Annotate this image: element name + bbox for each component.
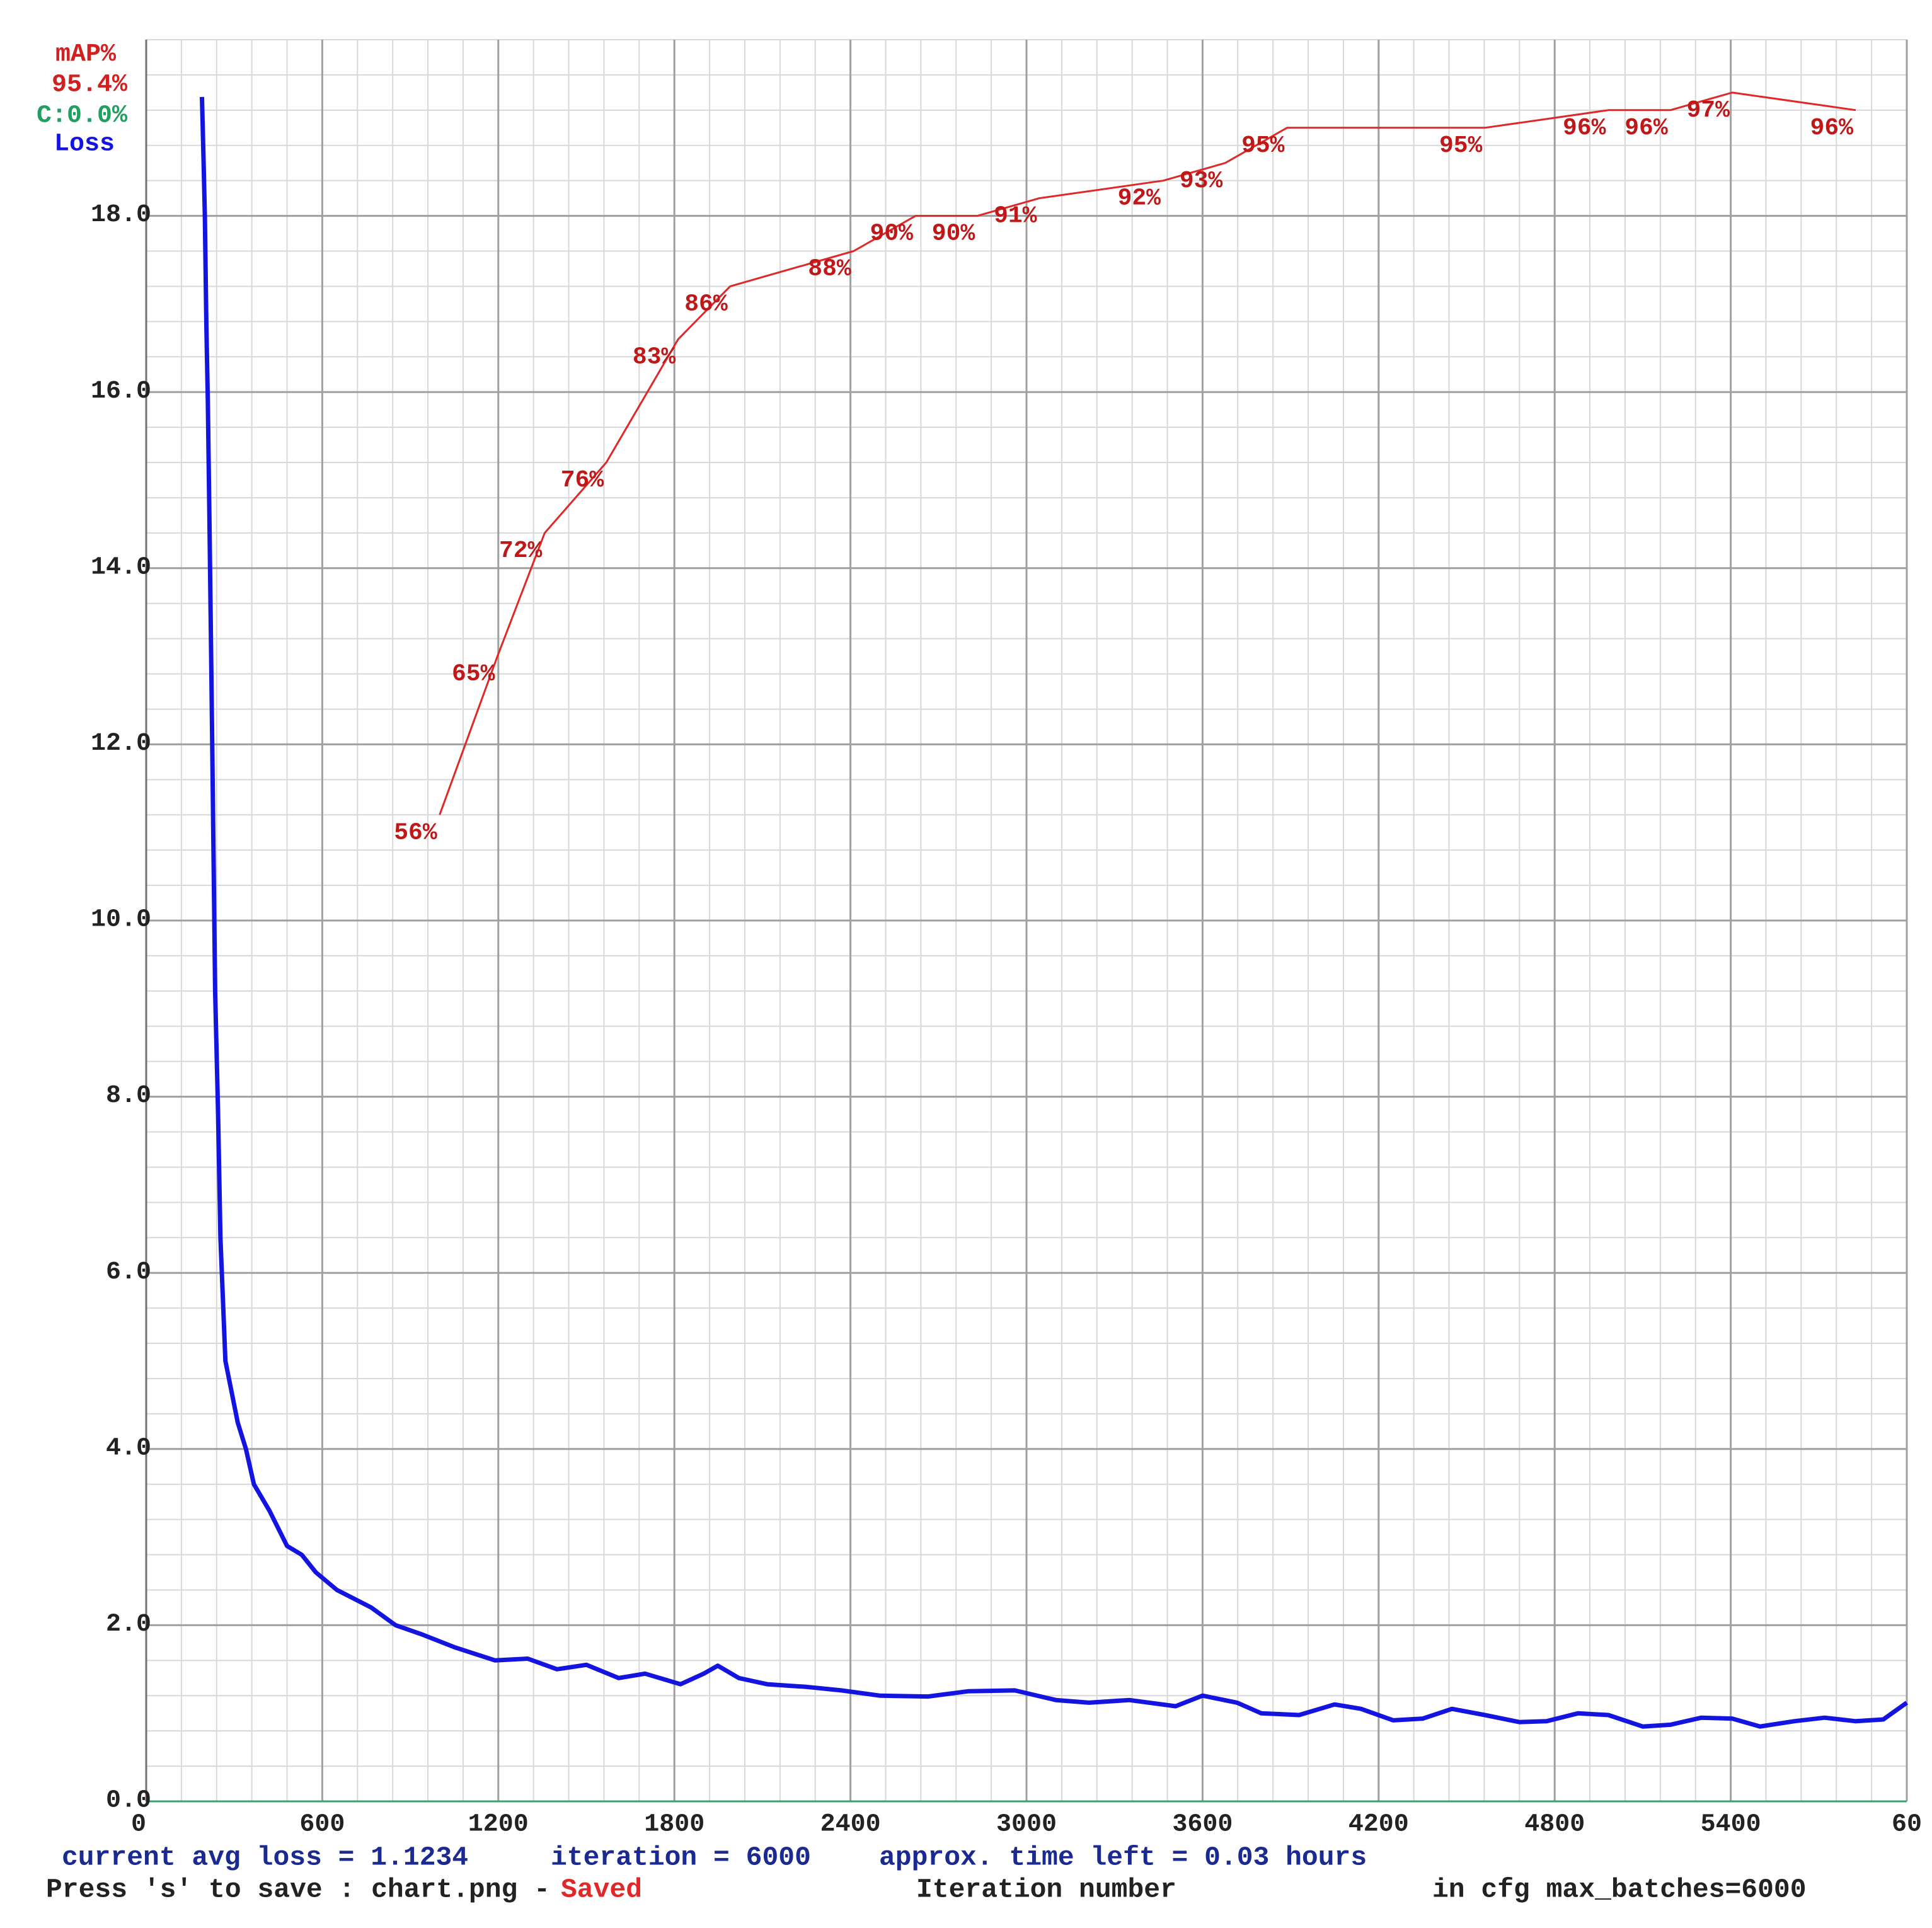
data-label: 96%	[1563, 115, 1606, 142]
status-max-batches: in cfg max_batches=6000	[1432, 1874, 1807, 1905]
data-label: 86%	[684, 290, 728, 318]
map-line	[439, 91, 1856, 815]
y-tick-label: 12.0	[91, 730, 151, 758]
legend-loss: Loss	[54, 130, 115, 159]
data-label: 72%	[499, 537, 543, 565]
x-tick-label: 60	[1892, 1811, 1922, 1839]
x-tick-label: 3000	[996, 1811, 1057, 1839]
y-tick-label: 4.0	[106, 1434, 151, 1462]
legend-map: mAP%	[55, 41, 117, 69]
status-iteration: iteration = 6000	[551, 1842, 811, 1873]
current-map: 95.4%	[52, 71, 128, 100]
major-grid	[145, 40, 1908, 1803]
x-axis-label: Iteration number	[916, 1874, 1176, 1905]
data-label: 95%	[1241, 132, 1285, 159]
x-tick-label: 1800	[644, 1811, 704, 1839]
x-tick-label: 2400	[820, 1811, 881, 1839]
x-tick-label: 5400	[1701, 1811, 1761, 1839]
y-tick-label: 8.0	[106, 1082, 151, 1110]
data-label: 96%	[1810, 115, 1854, 142]
x-tick-label: 4200	[1348, 1811, 1409, 1839]
data-label: 76%	[561, 467, 604, 494]
y-tick-label: 14.0	[91, 553, 151, 582]
data-label: 92%	[1118, 185, 1161, 212]
data-label: 56%	[394, 819, 437, 846]
data-label: 83%	[633, 343, 676, 370]
plot: 56% 65% 72% 76% 83% 86% 88% 90% 90% 91% 92% 93% 95% 9…	[200, 91, 1909, 1729]
y-tick-label: 18.0	[91, 201, 151, 229]
status-time: approx. time left = 0.03 hours	[879, 1842, 1367, 1873]
data-label: 96%	[1624, 115, 1668, 142]
y-tick-label: 16.0	[91, 377, 151, 406]
y-tick-label: 10.0	[91, 906, 151, 934]
data-label: 88%	[808, 256, 851, 283]
data-label: 90%	[870, 221, 914, 248]
x-tick-label: 4800	[1524, 1811, 1585, 1839]
data-label: 65%	[452, 661, 495, 688]
data-label: 91%	[994, 203, 1037, 230]
data-label: 93%	[1180, 168, 1223, 195]
loss-line	[200, 96, 1909, 1729]
data-label: 97%	[1687, 97, 1730, 124]
x-tick-label: 600	[299, 1811, 345, 1839]
y-tick-label: 2.0	[106, 1610, 151, 1639]
status-save: Press 's' to save : chart.png -	[46, 1874, 550, 1905]
y-tick-label: 6.0	[106, 1258, 151, 1287]
data-label: 90%	[932, 221, 975, 248]
x-tick-label: 0	[131, 1811, 146, 1839]
data-label: 95%	[1439, 132, 1483, 159]
confidence: C:0.0%	[37, 102, 128, 130]
status-saved: Saved	[561, 1874, 642, 1905]
y-tick-label: 0.0	[106, 1787, 151, 1815]
status-loss: current avg loss = 1.1234	[62, 1842, 468, 1873]
x-tick-label: 1200	[468, 1811, 529, 1839]
x-tick-label: 3600	[1172, 1811, 1233, 1839]
